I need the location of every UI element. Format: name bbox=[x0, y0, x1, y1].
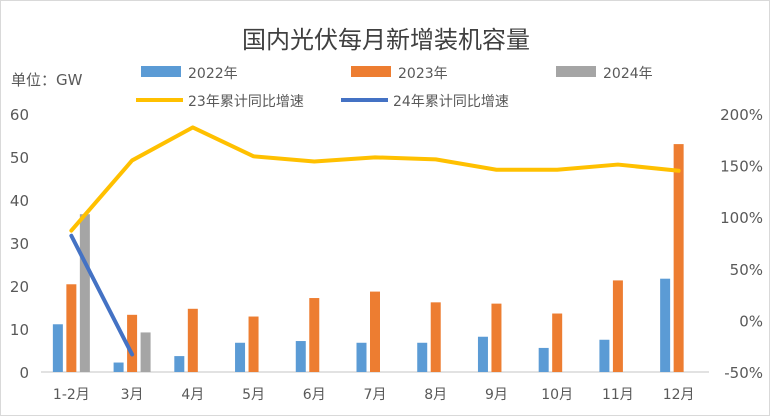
bar-2022年-4月 bbox=[174, 356, 185, 372]
y2-tick-label: 150% bbox=[720, 158, 763, 176]
x-tick-label: 10月 bbox=[541, 387, 573, 403]
x-tick-label: 5月 bbox=[242, 387, 265, 403]
legend-swatch bbox=[556, 66, 596, 77]
x-tick-label: 4月 bbox=[181, 387, 204, 403]
legend-swatch bbox=[141, 66, 181, 77]
y-tick-label: 50 bbox=[10, 149, 29, 167]
bar-2023年-4月 bbox=[187, 308, 198, 372]
y-tick-label: 30 bbox=[10, 235, 29, 253]
legend-label: 2022年 bbox=[188, 66, 238, 82]
x-tick-label: 7月 bbox=[364, 387, 387, 403]
x-tick-label: 6月 bbox=[303, 387, 326, 403]
bars bbox=[52, 144, 684, 372]
x-tick-label: 1-2月 bbox=[53, 387, 90, 403]
y-tick-label: 20 bbox=[10, 278, 29, 296]
y2-tick-label: 200% bbox=[720, 106, 763, 124]
bar-2022年-1-2月 bbox=[52, 324, 63, 372]
x-tick-label: 11月 bbox=[602, 387, 634, 403]
bar-2022年-11月 bbox=[599, 339, 610, 372]
legend: 2022年 2023年 2024年 23年累计同比增速 24年累计同比增速 bbox=[136, 66, 653, 110]
bar-2022年-10月 bbox=[538, 347, 549, 372]
bar-2022年-9月 bbox=[477, 336, 488, 372]
x-tick-label: 3月 bbox=[121, 387, 144, 403]
x-tick-label: 8月 bbox=[424, 387, 447, 403]
x-tick-label: 12月 bbox=[663, 387, 695, 403]
bar-2023年-5月 bbox=[248, 316, 259, 372]
bar-2023年-6月 bbox=[309, 298, 320, 372]
bar-2022年-12月 bbox=[660, 278, 671, 372]
bar-2022年-7月 bbox=[356, 342, 367, 372]
legend-label: 23年累计同比增速 bbox=[188, 94, 304, 110]
unit-label: 单位：GW bbox=[11, 71, 83, 89]
legend-label: 24年累计同比增速 bbox=[393, 94, 509, 110]
legend-label: 2024年 bbox=[603, 66, 653, 82]
bar-2022年-8月 bbox=[417, 342, 428, 372]
bar-2024年-1-2月 bbox=[79, 214, 90, 372]
bar-2023年-1-2月 bbox=[66, 284, 77, 372]
y-tick-label: 40 bbox=[10, 192, 29, 210]
y2-tick-label: -50% bbox=[724, 364, 763, 382]
legend-swatch bbox=[351, 66, 391, 77]
line-23年累计同比增速 bbox=[69, 125, 681, 233]
y-tick-label: 10 bbox=[10, 321, 29, 339]
bar-2023年-12月 bbox=[673, 144, 684, 372]
bar-2022年-5月 bbox=[235, 342, 246, 372]
bar-2022年-3月 bbox=[113, 362, 124, 372]
bar-2024年-3月 bbox=[140, 332, 151, 372]
axes: 0 10 20 30 40 50 60 -50% 0% 50% 100% 150% 200% 1-2月 3月… bbox=[10, 106, 763, 403]
bar-2023年-10月 bbox=[552, 313, 563, 372]
x-tick-label: 9月 bbox=[485, 387, 508, 403]
bar-2022年-6月 bbox=[295, 341, 306, 372]
bar-2023年-3月 bbox=[127, 314, 138, 372]
lines bbox=[69, 125, 681, 357]
chart-title: 国内光伏每月新增装机容量 bbox=[242, 26, 530, 54]
bar-2023年-11月 bbox=[612, 280, 623, 372]
y-tick-label: 60 bbox=[10, 106, 29, 124]
y2-tick-label: 100% bbox=[720, 209, 763, 227]
y2-tick-label: 0% bbox=[739, 312, 763, 330]
y-tick-label: 0 bbox=[19, 364, 29, 382]
legend-label: 2023年 bbox=[398, 66, 448, 82]
y2-tick-label: 50% bbox=[730, 261, 763, 279]
bar-2023年-9月 bbox=[491, 303, 502, 372]
bar-2023年-8月 bbox=[430, 302, 441, 372]
line-24年累计同比增速 bbox=[69, 233, 135, 357]
bar-2023年-7月 bbox=[370, 291, 380, 372]
